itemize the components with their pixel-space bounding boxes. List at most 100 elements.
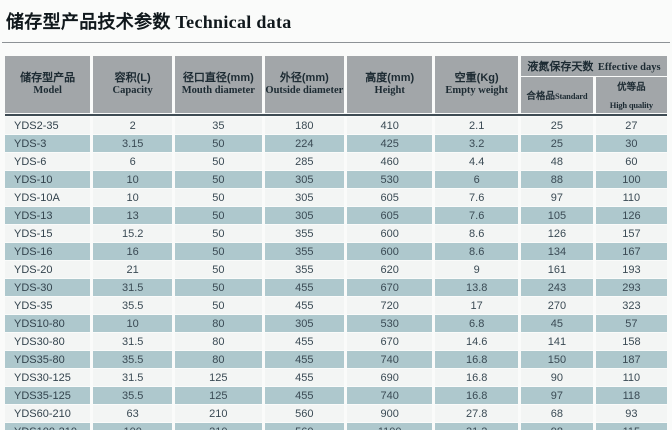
cell-standard-days: 243 — [521, 279, 593, 296]
cell-model: YDS-15 — [5, 225, 91, 242]
cell-high-quality-days: 118 — [595, 387, 667, 404]
cell-empty-weight: 16.8 — [435, 369, 519, 386]
cell-model: YDS2-35 — [5, 117, 91, 134]
col-header-high-quality-en: High quality — [609, 100, 653, 110]
col-header-outside-diameter-zh: 外径(mm) — [279, 72, 329, 84]
cell-outside-diameter: 455 — [264, 369, 345, 386]
cell-outside-diameter: 224 — [264, 135, 345, 152]
cell-height: 620 — [347, 261, 433, 278]
header-body-divider — [5, 114, 667, 116]
table-row: YDS2-35 2 35 180 410 2.1 25 27 — [5, 117, 667, 134]
cell-standard-days: 97 — [521, 387, 593, 404]
cell-model: YDS30-125 — [5, 369, 91, 386]
cell-model: YDS-16 — [5, 243, 91, 260]
col-header-model-en: Model — [33, 85, 62, 96]
cell-empty-weight: 16.8 — [435, 351, 519, 368]
cell-capacity: 10 — [93, 171, 173, 188]
cell-standard-days: 90 — [521, 369, 593, 386]
cell-capacity: 63 — [93, 405, 173, 422]
cell-mouth-diameter: 50 — [175, 207, 262, 224]
cell-height: 720 — [347, 297, 433, 314]
col-header-empty-weight: 空重(Kg) Empty weight — [435, 56, 519, 113]
cell-height: 690 — [347, 369, 433, 386]
cell-outside-diameter: 355 — [264, 243, 345, 260]
cell-model: YDS-30 — [5, 279, 91, 296]
cell-capacity: 13 — [93, 207, 173, 224]
table-row: YDS-13 13 50 305 605 7.6 105 126 — [5, 207, 667, 224]
cell-high-quality-days: 187 — [595, 351, 667, 368]
cell-capacity: 16 — [93, 243, 173, 260]
table-row: YDS-10 10 50 305 530 6 88 100 — [5, 171, 667, 188]
cell-empty-weight: 7.6 — [435, 207, 519, 224]
cell-standard-days: 45 — [521, 315, 593, 332]
cell-outside-diameter: 305 — [264, 207, 345, 224]
cell-outside-diameter: 455 — [264, 387, 345, 404]
cell-model: YDS35-125 — [5, 387, 91, 404]
col-header-outside-diameter-en: Outside diameter — [265, 85, 344, 96]
cell-model: YDS10-80 — [5, 315, 91, 332]
col-header-mouth-diameter-en: Mouth diameter — [181, 85, 255, 96]
cell-capacity: 31.5 — [93, 333, 173, 350]
cell-height: 900 — [347, 405, 433, 422]
cell-mouth-diameter: 50 — [175, 189, 262, 206]
col-header-standard: 合格品Standard — [521, 77, 593, 113]
col-header-capacity: 容积(L) Capacity — [93, 56, 173, 113]
col-header-mouth-diameter: 径口直径(mm) Mouth diameter — [175, 56, 262, 113]
cell-model: YDS100-210 — [5, 423, 91, 430]
cell-height: 460 — [347, 153, 433, 170]
cell-height: 530 — [347, 171, 433, 188]
cell-high-quality-days: 115 — [595, 423, 667, 430]
cell-model: YDS-6 — [5, 153, 91, 170]
cell-empty-weight: 8.6 — [435, 225, 519, 242]
cell-standard-days: 68 — [521, 405, 593, 422]
cell-standard-days: 105 — [521, 207, 593, 224]
cell-height: 410 — [347, 117, 433, 134]
cell-capacity: 35.5 — [93, 297, 173, 314]
cell-capacity: 31.5 — [93, 279, 173, 296]
cell-capacity: 21 — [93, 261, 173, 278]
cell-mouth-diameter: 35 — [175, 117, 262, 134]
col-header-model-zh: 储存型产品 — [20, 72, 76, 84]
table-header: 储存型产品 Model 容积(L) Capacity 径口直径(mm) Mout… — [5, 56, 667, 113]
cell-empty-weight: 7.6 — [435, 189, 519, 206]
cell-outside-diameter: 305 — [264, 171, 345, 188]
cell-capacity: 31.5 — [93, 369, 173, 386]
cell-mouth-diameter: 210 — [175, 423, 262, 430]
cell-standard-days: 98 — [521, 423, 593, 430]
cell-high-quality-days: 126 — [595, 207, 667, 224]
col-header-effective-days-en: Effective days — [597, 62, 661, 73]
cell-height: 740 — [347, 387, 433, 404]
cell-outside-diameter: 305 — [264, 189, 345, 206]
cell-high-quality-days: 110 — [595, 369, 667, 386]
col-header-high-quality-zh: 优等品 — [617, 82, 646, 93]
table-body: YDS2-35 2 35 180 410 2.1 25 27 YDS-3 3.1… — [5, 114, 667, 430]
cell-height: 605 — [347, 189, 433, 206]
col-header-height: 高度(mm) Height — [347, 56, 433, 113]
header-body-divider-line — [5, 114, 667, 116]
table-row: YDS100-210 100 210 560 1100 31.2 98 115 — [5, 423, 667, 430]
table-row: YDS10-80 10 80 305 530 6.8 45 57 — [5, 315, 667, 332]
col-header-empty-weight-en: Empty weight — [445, 85, 509, 96]
col-header-model: 储存型产品 Model — [5, 56, 91, 113]
cell-mouth-diameter: 50 — [175, 297, 262, 314]
cell-outside-diameter: 455 — [264, 333, 345, 350]
cell-mouth-diameter: 80 — [175, 351, 262, 368]
cell-height: 600 — [347, 243, 433, 260]
cell-mouth-diameter: 125 — [175, 369, 262, 386]
cell-outside-diameter: 455 — [264, 297, 345, 314]
cell-model: YDS-35 — [5, 297, 91, 314]
cell-capacity: 2 — [93, 117, 173, 134]
cell-capacity: 10 — [93, 315, 173, 332]
page-title: 储存型产品技术参数 Technical data — [6, 12, 292, 32]
table-row: YDS-16 16 50 355 600 8.6 134 167 — [5, 243, 667, 260]
title-divider — [2, 42, 670, 43]
cell-standard-days: 48 — [521, 153, 593, 170]
cell-outside-diameter: 560 — [264, 423, 345, 430]
col-header-capacity-zh: 容积(L) — [114, 72, 151, 84]
cell-standard-days: 161 — [521, 261, 593, 278]
cell-standard-days: 88 — [521, 171, 593, 188]
cell-high-quality-days: 57 — [595, 315, 667, 332]
cell-standard-days: 97 — [521, 189, 593, 206]
cell-empty-weight: 31.2 — [435, 423, 519, 430]
cell-capacity: 10 — [93, 189, 173, 206]
